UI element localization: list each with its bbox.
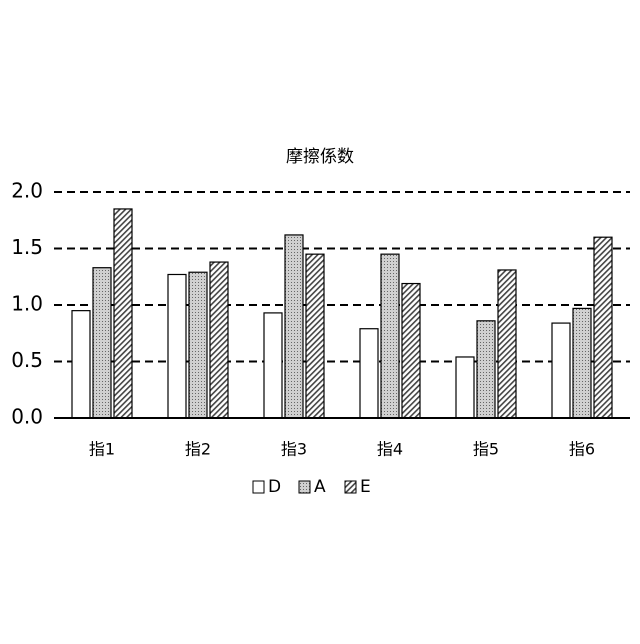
bar xyxy=(72,311,90,418)
y-tick-label: 0.5 xyxy=(11,348,43,372)
y-tick-label: 2.0 xyxy=(11,179,43,203)
y-tick-label: 1.0 xyxy=(11,292,43,316)
x-tick-label: 指5 xyxy=(473,440,499,459)
bar xyxy=(477,321,495,418)
bar xyxy=(573,308,591,418)
bar xyxy=(306,254,324,418)
chart-title: 摩擦係数 xyxy=(286,147,354,167)
x-tick-label: 指1 xyxy=(89,440,115,459)
chart: 摩擦係数 0.0 0.5 1.0 1.5 2.0 指1 指2 指3 指4 指5 指6 D A E xyxy=(0,0,640,640)
bar xyxy=(402,284,420,418)
bar xyxy=(360,329,378,418)
bar xyxy=(456,357,474,418)
x-tick-label: 指3 xyxy=(281,440,307,459)
bar xyxy=(264,313,282,418)
legend-swatch xyxy=(345,481,356,493)
y-tick-label: 1.5 xyxy=(11,235,43,259)
bar xyxy=(210,262,228,418)
legend-label: A xyxy=(314,477,326,497)
bar xyxy=(498,270,516,418)
bar xyxy=(285,235,303,418)
legend-label: E xyxy=(360,477,371,497)
legend-swatch xyxy=(253,481,264,493)
legend-label: D xyxy=(268,477,281,497)
bar xyxy=(93,268,111,418)
bar xyxy=(189,272,207,418)
x-tick-label: 指2 xyxy=(185,440,211,459)
x-tick-label: 指4 xyxy=(377,440,403,459)
x-tick-label: 指6 xyxy=(569,440,595,459)
y-tick-label: 0.0 xyxy=(11,405,43,429)
bar xyxy=(114,209,132,418)
bar xyxy=(381,254,399,418)
bar xyxy=(552,323,570,418)
bar xyxy=(168,274,186,418)
legend-swatch xyxy=(299,481,310,493)
bar xyxy=(594,237,612,418)
